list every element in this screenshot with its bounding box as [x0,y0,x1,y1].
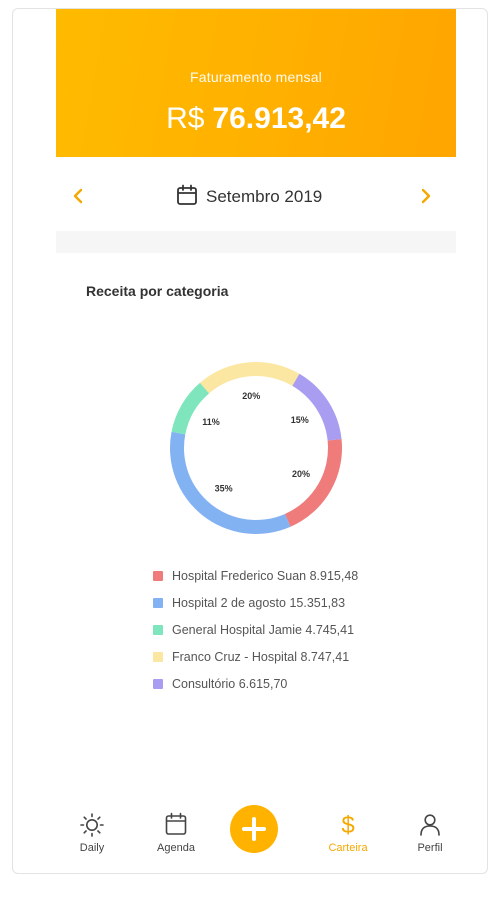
slice-percent-label: 20% [242,391,260,401]
legend-item: General Hospital Jamie 4.745,41 [153,616,358,643]
donut-slice [170,431,291,534]
month-display[interactable]: Setembro 2019 [176,183,322,211]
legend-item: Hospital 2 de agosto 15.351,83 [153,589,358,616]
donut-slice [284,439,342,527]
app-screen: Faturamento mensal R$ 76.913,42 Setembro … [12,8,488,874]
tab-carteira[interactable]: $ Carteira [318,811,378,854]
plus-icon [242,817,266,841]
legend-label: Consultório 6.615,70 [172,676,288,691]
tab-perfil-label: Perfil [417,842,443,854]
chart-legend: Hospital Frederico Suan 8.915,48 Hospital… [153,562,358,697]
tab-perfil[interactable]: Perfil [400,811,460,854]
svg-text:$: $ [341,812,354,837]
tab-carteira-label: Carteira [328,842,368,854]
user-icon [420,814,440,836]
donut-slice [292,373,342,441]
tab-agenda[interactable]: Agenda [146,811,206,854]
legend-label: Franco Cruz - Hospital 8.747,41 [172,649,350,664]
chevron-left-icon[interactable] [66,184,90,208]
tab-agenda-label: Agenda [157,842,195,854]
currency-symbol: R$ [166,102,205,135]
month-label: Setembro 2019 [206,187,323,206]
legend-label: Hospital 2 de agosto 15.351,83 [172,595,346,610]
add-button[interactable] [230,805,278,853]
month-selector: Setembro 2019 [56,181,456,215]
calendar-icon [165,812,187,835]
donut-slice [171,382,210,435]
legend-label: Hospital Frederico Suan 8.915,48 [172,568,359,583]
legend-item: Consultório 6.615,70 [153,670,358,697]
legend-swatch [153,651,163,662]
legend-swatch [153,597,163,608]
section-divider [56,231,456,253]
slice-percent-label: 11% [202,417,220,427]
legend-swatch [153,624,163,635]
monthly-revenue-title: Faturamento mensal [190,69,322,85]
tab-daily-label: Daily [79,842,105,854]
legend-swatch [153,570,163,581]
legend-swatch [153,678,163,689]
tab-daily[interactable]: Daily [62,811,122,854]
section-title: Receita por categoria [86,283,229,299]
slice-percent-label: 20% [292,469,310,479]
monthly-revenue-card: Faturamento mensal R$ 76.913,42 [56,9,456,157]
category-donut-chart: 20% 35% 11% 20% 15% [170,362,342,534]
dollar-icon: $ [341,812,354,837]
calendar-icon [176,184,198,211]
legend-item: Franco Cruz - Hospital 8.747,41 [153,643,358,670]
legend-item: Hospital Frederico Suan 8.915,48 [153,562,358,589]
bottom-tab-bar: Daily Agenda $ Carteira [56,805,456,865]
slice-percent-label: 35% [215,484,233,494]
donut-slice [199,362,300,394]
legend-label: General Hospital Jamie 4.745,41 [172,622,355,637]
sun-icon [80,813,104,837]
slice-percent-label: 15% [291,415,309,425]
revenue-value: 76.913,42 [212,102,346,135]
monthly-revenue-amount: R$ 76.913,42 [56,101,456,137]
chevron-right-icon[interactable] [414,184,438,208]
